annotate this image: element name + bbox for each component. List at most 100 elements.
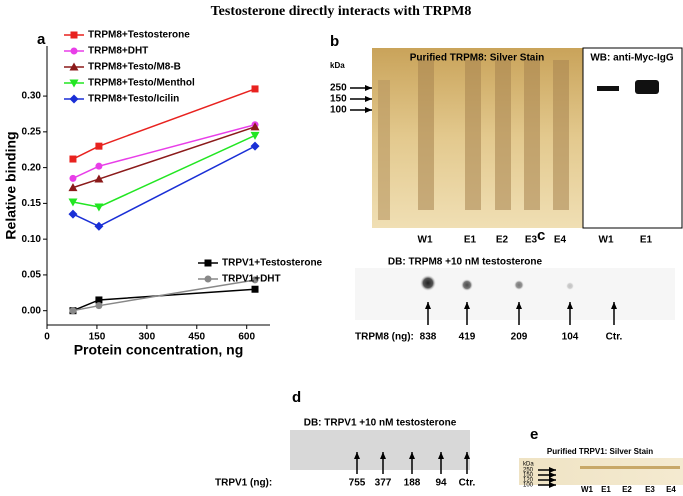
arrow-head bbox=[425, 302, 431, 309]
marker bbox=[204, 259, 212, 267]
marker bbox=[251, 276, 259, 284]
marker bbox=[94, 203, 104, 212]
marker bbox=[94, 174, 104, 183]
lane-label: 755 bbox=[349, 478, 366, 489]
blot-title: DB: TRPV1 +10 nM testosterone bbox=[304, 418, 457, 429]
wb-band bbox=[635, 80, 659, 94]
marker bbox=[250, 122, 260, 131]
lane-label: E3 bbox=[645, 485, 655, 494]
lane-label: 209 bbox=[511, 332, 528, 343]
lane-label: E4 bbox=[554, 235, 567, 246]
x-tick-label: 150 bbox=[89, 332, 106, 343]
panel-label: b bbox=[330, 33, 339, 50]
gel-title: Purified TRPM8: Silver Stain bbox=[410, 53, 544, 64]
marker bbox=[251, 285, 259, 293]
y-tick-label: 0.25 bbox=[22, 126, 42, 137]
marker-label: 120 bbox=[523, 478, 534, 484]
marker-label: 150 bbox=[330, 94, 347, 105]
marker-label: 100 bbox=[330, 105, 347, 116]
y-tick-label: 0.00 bbox=[22, 305, 42, 316]
marker bbox=[69, 307, 77, 315]
marker bbox=[95, 162, 103, 170]
arrow-head bbox=[549, 477, 556, 483]
arrow-head bbox=[354, 452, 360, 459]
panel-label: e bbox=[530, 426, 538, 443]
marker bbox=[251, 85, 259, 93]
panel-label: a bbox=[37, 31, 46, 48]
lane-label: Ctr. bbox=[606, 332, 623, 343]
legend-label: TRPM8+Testo/Menthol bbox=[88, 78, 195, 89]
arrow-head bbox=[549, 482, 556, 488]
lane-label: E3 bbox=[525, 235, 538, 246]
lane-label: E2 bbox=[496, 235, 509, 246]
y-tick-label: 0.15 bbox=[22, 198, 42, 209]
y-tick-label: 0.30 bbox=[22, 91, 42, 102]
lane-label: Ctr. bbox=[459, 478, 476, 489]
y-tick-label: 0.10 bbox=[22, 234, 42, 245]
blot-title: DB: TRPM8 +10 nM testosterone bbox=[388, 257, 543, 268]
arrow-head bbox=[409, 452, 415, 459]
marker-label: 150 bbox=[523, 473, 534, 479]
legend-label: TRPM8+Testo/Icilin bbox=[88, 94, 179, 105]
gel-title: WB: anti-Myc-IgG bbox=[590, 53, 674, 64]
arrow-head bbox=[464, 302, 470, 309]
lane-label: W1 bbox=[418, 235, 433, 246]
panel-label: c bbox=[537, 227, 545, 244]
marker-label: 250 bbox=[330, 83, 347, 94]
silver-stain-gel bbox=[519, 458, 683, 485]
x-tick-label: 450 bbox=[188, 332, 205, 343]
series-line bbox=[72, 123, 256, 180]
dot-blot bbox=[290, 430, 470, 470]
western-blot bbox=[582, 47, 683, 229]
arrow-head bbox=[516, 302, 522, 309]
kda-label: kDa bbox=[330, 61, 345, 70]
marker bbox=[69, 94, 79, 104]
blot-dot bbox=[420, 275, 436, 291]
arrow-head bbox=[549, 472, 556, 478]
blot-dot bbox=[461, 279, 473, 291]
ladder-lane bbox=[378, 80, 390, 220]
marker bbox=[250, 131, 260, 140]
lane-label: E1 bbox=[601, 485, 611, 494]
gel-title: Purified TRPV1: Silver Stain bbox=[547, 447, 653, 456]
marker bbox=[69, 62, 79, 71]
marker-label: 250 bbox=[523, 468, 534, 474]
lane-label: 94 bbox=[435, 478, 447, 489]
row-label: TRPM8 (ng): bbox=[355, 332, 414, 343]
lane-label: W1 bbox=[599, 235, 614, 246]
figure-title: Testosterone directly interacts with TRP… bbox=[211, 4, 472, 19]
arrow-head bbox=[365, 96, 372, 102]
y-axis-label: Relative binding bbox=[3, 131, 19, 239]
marker bbox=[70, 31, 78, 39]
lane-label: 419 bbox=[459, 332, 476, 343]
legend-label: TRPM8+Testosterone bbox=[88, 30, 190, 41]
marker bbox=[69, 155, 77, 163]
x-tick-label: 300 bbox=[139, 332, 156, 343]
y-tick-label: 0.05 bbox=[22, 270, 42, 281]
marker bbox=[70, 47, 78, 55]
lane-label: E1 bbox=[464, 235, 477, 246]
dot-blot bbox=[355, 268, 675, 320]
arrow-head bbox=[549, 467, 556, 473]
x-tick-label: 600 bbox=[238, 332, 255, 343]
kda-label: kDa bbox=[523, 462, 534, 468]
lane-label: E4 bbox=[666, 485, 676, 494]
marker bbox=[204, 275, 212, 283]
marker bbox=[68, 198, 78, 207]
lane-label: 104 bbox=[562, 332, 579, 343]
lane-label: E1 bbox=[640, 235, 653, 246]
legend-label: TRPV1+DHT bbox=[222, 274, 281, 285]
marker-label: 100 bbox=[523, 483, 534, 489]
lane-label: 377 bbox=[375, 478, 392, 489]
arrow-head bbox=[438, 452, 444, 459]
blot-dot bbox=[566, 282, 574, 290]
arrow-head bbox=[611, 302, 617, 309]
marker bbox=[94, 221, 104, 231]
lane-label: W1 bbox=[581, 485, 594, 494]
marker bbox=[95, 142, 103, 150]
panel-label: d bbox=[292, 389, 301, 406]
arrow-head bbox=[365, 107, 372, 113]
x-tick-label: 0 bbox=[44, 332, 50, 343]
